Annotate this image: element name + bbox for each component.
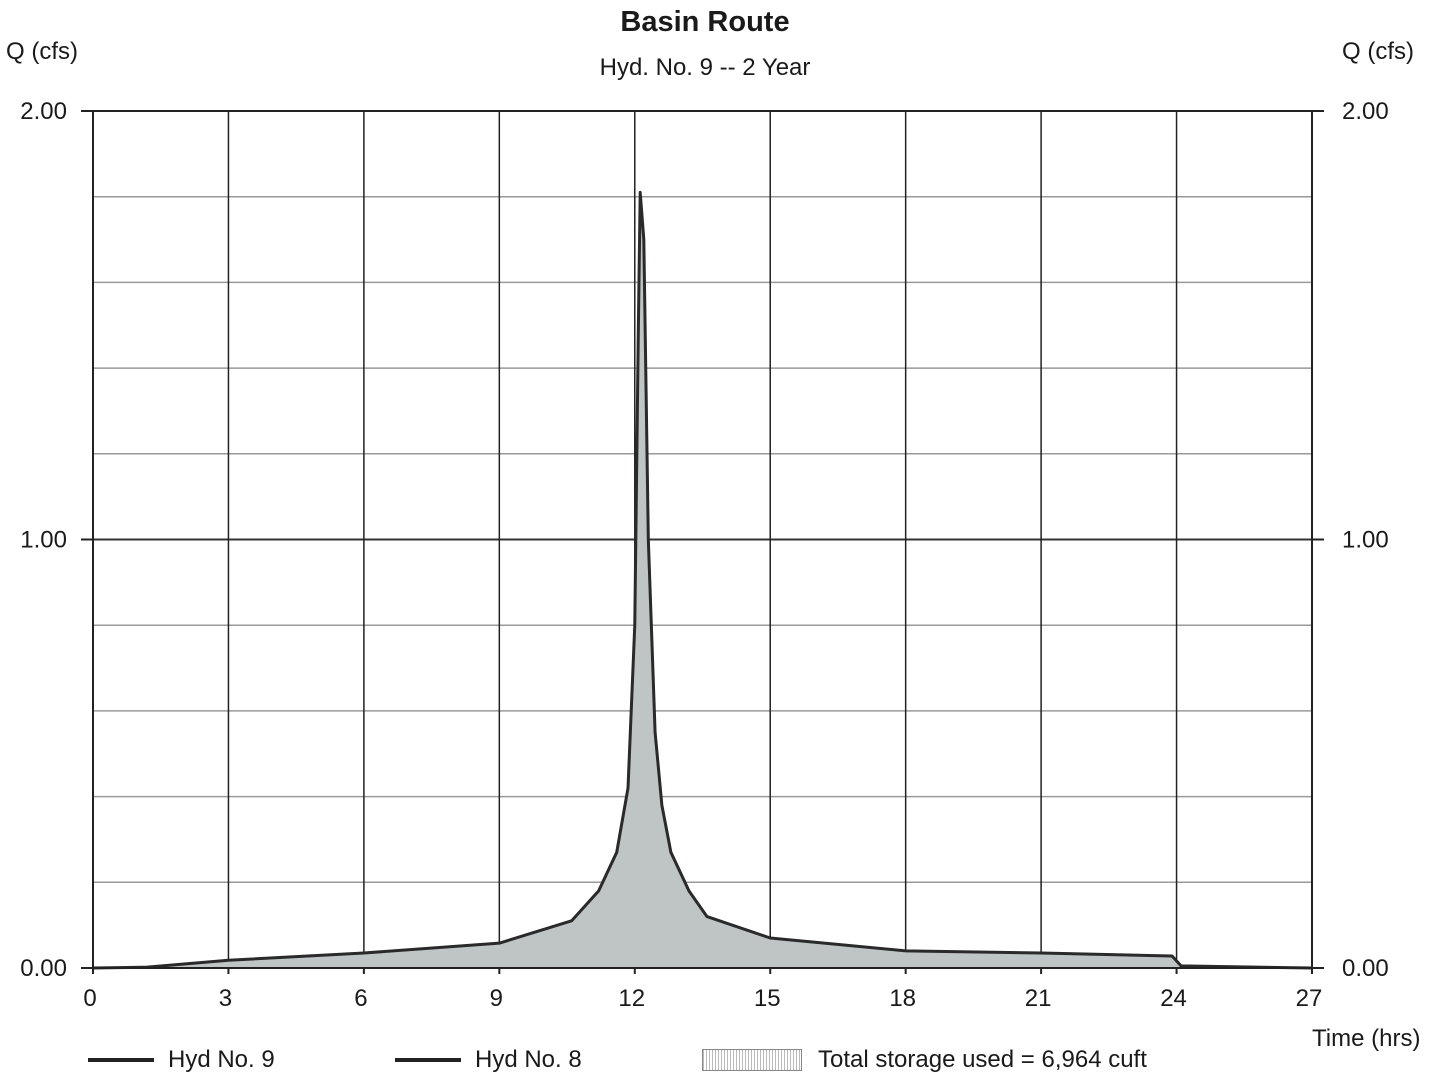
legend-label: Hyd No. 9	[168, 1046, 275, 1073]
series-line-hyd-8	[92, 191, 1313, 969]
grid-layer	[92, 110, 1313, 969]
y-tick-label-left: 2.00	[20, 98, 67, 125]
y-axis-label-right: Q (cfs)	[1342, 38, 1414, 65]
line-layer	[92, 190, 1313, 970]
tick-label-layer: 0.00 0.00 1.00 1.00 2.00 2.00 0 3 6 9 12 15 18 21 24 27	[20, 98, 1388, 1012]
x-tick-label: 27	[1296, 985, 1323, 1012]
storage-area	[93, 192, 1312, 969]
y-tick-label-right: 2.00	[1342, 98, 1389, 125]
fill-layer	[93, 192, 1312, 969]
x-tick-label: 21	[1025, 985, 1052, 1012]
legend-label: Hyd No. 8	[475, 1046, 582, 1073]
legend-label: Total storage used = 6,964 cuft	[818, 1046, 1147, 1073]
x-tick-label: 15	[754, 985, 781, 1012]
y-axis-label-left: Q (cfs)	[6, 38, 78, 65]
x-tick-label: 24	[1160, 985, 1187, 1012]
legend-item-hyd-8: Hyd No. 8	[395, 1046, 582, 1074]
x-axis-label: Time (hrs)	[1312, 1025, 1421, 1052]
y-tick-label-left: 0.00	[20, 955, 67, 982]
x-tick-label: 18	[889, 985, 916, 1012]
legend-line-swatch	[395, 1058, 461, 1062]
y-tick-label-right: 0.00	[1342, 955, 1389, 982]
x-tick-label: 12	[618, 985, 645, 1012]
x-tick-label: 6	[354, 985, 367, 1012]
chart-subtitle: Hyd. No. 9 -- 2 Year	[599, 54, 811, 81]
y-tick-label-left: 1.00	[20, 527, 67, 554]
legend-fill-swatch	[702, 1049, 802, 1071]
legend-item-hyd-9: Hyd No. 9	[88, 1046, 275, 1074]
x-tick-label: 9	[490, 985, 503, 1012]
legend-item-storage: Total storage used = 6,964 cuft	[702, 1046, 1147, 1074]
axis-layer	[81, 110, 1324, 974]
legend-line-swatch	[88, 1058, 154, 1062]
y-tick-label-right: 1.00	[1342, 527, 1389, 554]
chart-title: Basin Route	[620, 6, 790, 38]
x-tick-label: 0	[83, 985, 96, 1012]
series-line-hyd-9	[92, 190, 1313, 970]
x-tick-label: 3	[219, 985, 232, 1012]
